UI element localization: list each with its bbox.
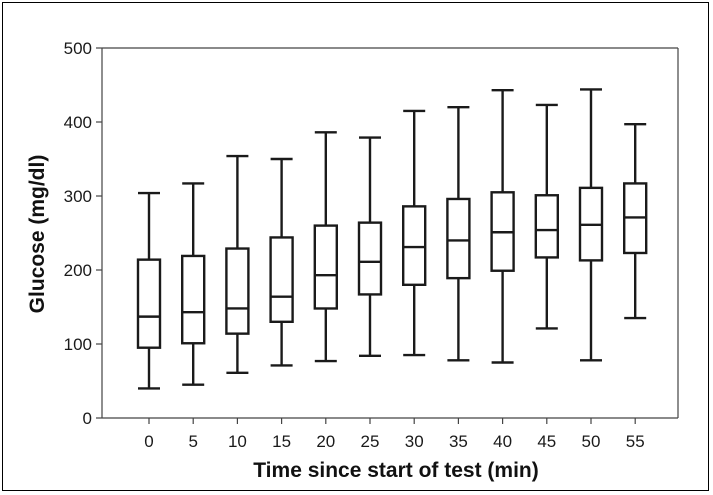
iqr-box — [269, 236, 294, 324]
iqr-box — [180, 254, 206, 345]
y-tick-label: 300 — [64, 187, 92, 206]
iqr-box — [357, 221, 383, 296]
x-tick-label: 50 — [582, 432, 601, 451]
x-tick-label: 55 — [626, 432, 645, 451]
y-tick-label: 400 — [64, 113, 92, 132]
x-tick-label: 10 — [228, 432, 247, 451]
iqr-box — [225, 247, 250, 335]
x-tick-label: 40 — [493, 432, 512, 451]
iqr-box — [446, 197, 471, 280]
iqr-box — [402, 205, 427, 287]
x-tick-label: 5 — [188, 432, 197, 451]
iqr-box — [136, 258, 162, 349]
iqr-box — [313, 224, 338, 310]
y-tick-label: 100 — [64, 335, 92, 354]
x-axis-title: Time since start of test (min) — [253, 459, 539, 482]
plot-area: 0 100 200 300 400 500 0 5 10 15 20 25 30 35 40 45 50 55 — [64, 39, 679, 451]
x-tick-label: 20 — [316, 432, 335, 451]
x-tick-label: 30 — [405, 432, 424, 451]
y-tick-label: 200 — [64, 261, 92, 280]
x-tick-label: 35 — [449, 432, 468, 451]
x-tick-label: 0 — [144, 432, 153, 451]
y-tick-label: 500 — [64, 39, 92, 58]
x-tick-label: 15 — [272, 432, 291, 451]
y-tick-label: 0 — [83, 409, 92, 428]
y-axis-title: Glucose (mg/dl) — [26, 155, 49, 314]
x-tick-label: 25 — [361, 432, 380, 451]
x-tick-label: 45 — [537, 432, 556, 451]
iqr-box — [534, 194, 559, 259]
